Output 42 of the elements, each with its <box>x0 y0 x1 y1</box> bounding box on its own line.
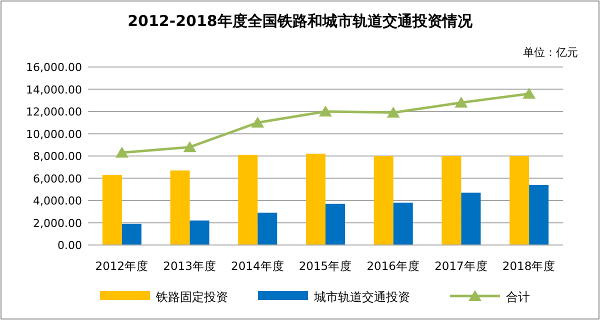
bar <box>170 170 190 245</box>
point <box>522 88 536 99</box>
y-tick-label: 16,000.00 <box>26 61 82 74</box>
bar <box>258 212 278 245</box>
bar <box>122 224 142 245</box>
bar <box>461 192 481 245</box>
legend-label: 城市轨道交通投资 <box>313 290 410 304</box>
x-tick-label: 2012年度 <box>95 259 149 273</box>
y-tick-label: 2,000.00 <box>33 216 82 230</box>
x-tick-label: 2014年度 <box>231 259 284 273</box>
x-tick-label: 2015年度 <box>298 259 352 273</box>
bar <box>529 184 549 245</box>
x-tick-label: 2017年度 <box>434 259 488 273</box>
point <box>115 146 128 158</box>
chart-title: 2012-2018年度全国铁路和城市轨道交通投资情况 <box>128 12 474 30</box>
legend-label: 合计 <box>506 290 530 304</box>
bar <box>393 202 413 245</box>
bar <box>374 156 394 245</box>
legend-label: 铁路固定投资 <box>155 290 228 304</box>
y-tick-label: 4,000.00 <box>33 194 82 208</box>
bar <box>510 156 530 245</box>
y-tick-label: 0.00 <box>58 239 82 252</box>
y-tick-label: 12,000.00 <box>26 106 82 118</box>
point <box>386 106 400 118</box>
point <box>251 116 264 128</box>
x-tick-label: 2013年度 <box>163 259 216 273</box>
y-tick-label: 8,000.00 <box>33 150 82 163</box>
bar <box>306 154 326 245</box>
text: 单位：亿元 <box>523 46 578 59</box>
bar <box>442 156 462 245</box>
bar <box>102 174 122 245</box>
bar <box>326 204 345 245</box>
x-tick-label: 2016年度 <box>366 259 420 273</box>
bar <box>190 220 210 245</box>
x-tick-label: 2018年度 <box>502 259 556 273</box>
point <box>454 96 468 108</box>
y-tick-label: 10,000.00 <box>26 128 82 141</box>
bar <box>238 154 258 245</box>
y-tick-label: 6,000.00 <box>33 172 82 186</box>
y-tick-label: 14,000.00 <box>26 83 82 96</box>
point <box>319 106 332 116</box>
point <box>183 141 196 152</box>
